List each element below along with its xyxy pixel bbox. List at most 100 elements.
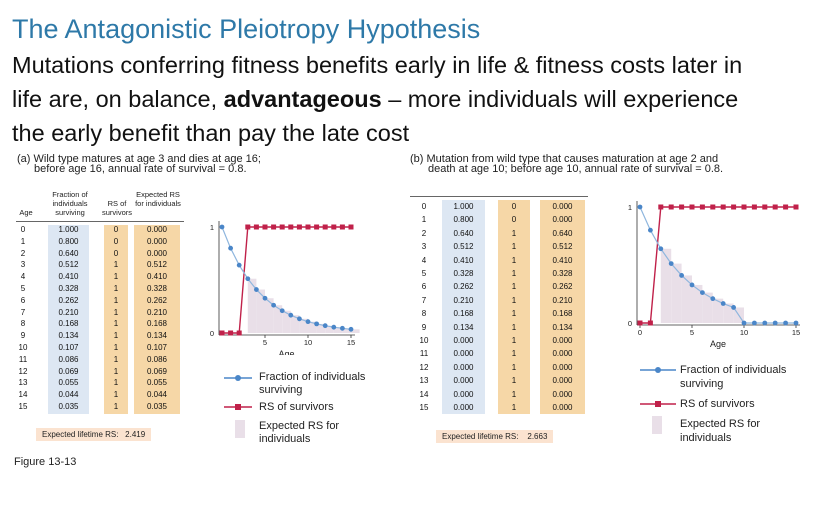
rs-point [762,204,768,210]
rs-cell: 1 [511,309,517,319]
age-cell: 13 [419,376,429,386]
expected-lifetime-rs-value: 2.419 [125,430,146,439]
expected-cell: 0.328 [552,269,573,278]
survival-point [700,290,705,296]
expected-cell: 0.000 [552,376,573,386]
panel-b-caption-2: death at age 10; before age 10, annual r… [428,163,724,175]
age-cell: 1 [20,236,26,246]
survival-point [305,319,311,325]
expected-cell: 0.035 [146,402,168,411]
survival-cell: 0.134 [58,331,79,341]
expected-rs-bar [316,323,326,333]
expected-legend-swatch [235,420,245,438]
subtitle-line-2: life are, on balance, advantageous – mor… [12,86,738,113]
expected-cell: 0.000 [552,403,573,412]
age-column-header: Age [19,208,33,217]
age-cell: 5 [20,284,26,293]
rs-point [322,224,328,230]
rs-point [228,330,234,336]
legend-survival-line-2: surviving [259,384,303,396]
expected-rs-bar [282,310,291,333]
legend-survival-line-1: Fraction of individuals [259,371,366,383]
rs-column-bg [104,225,128,414]
rs-cell: 1 [113,366,119,376]
rs-point [262,224,268,230]
rs-cell: 1 [511,269,517,278]
survival-point [314,321,319,327]
rs-point [253,224,259,230]
subtitle-line-1: Mutations conferring fitness benefits ea… [12,52,743,78]
rs-cell: 1 [113,295,119,305]
survival-point [752,320,757,326]
legend-expected-line-1: Expected RS for [680,418,761,430]
expected-cell: 0.044 [146,390,168,400]
age-cell: 6 [421,282,427,292]
expected-cell: 0.000 [552,336,573,345]
panel-a-rows: 0 1.000 0 0.000 1 0.800 0 0.000 2 0.640 0 0.000 3 0.5… [16,224,186,414]
survival-cell: 0.000 [453,336,474,345]
survival-cell: 0.000 [453,376,474,386]
expected-rs-bar [692,284,703,323]
expected-rs-bar [256,289,265,333]
expected-cell: 0.262 [552,282,573,292]
expected-rs-bar [247,278,257,333]
survival-point [679,273,684,278]
survival-cell: 0.262 [453,282,474,292]
expected-cell: 0.000 [552,215,573,225]
survival-point [262,295,268,301]
x-axis-label: Age [710,339,726,349]
survival-point [741,320,747,326]
expected-cell: 0.000 [552,362,573,372]
survival-cell: 0.640 [453,228,474,238]
age-cell: 8 [20,319,26,329]
expected-cell: 0.000 [552,349,573,359]
rs-cell: 1 [113,284,119,293]
survival-point [731,305,736,310]
survival-point [637,204,643,210]
age-cell: 2 [421,228,427,238]
rs-cell: 1 [113,343,119,352]
rs-cell: 1 [113,331,119,341]
y-tick-label: 0 [210,329,214,338]
figure-label: Figure 13-13 [14,456,77,468]
legend-survival-line-1: Fraction of individuals [680,364,787,376]
expected-rs-bar [681,275,692,323]
survival-point [348,326,354,332]
rs-series-line [222,226,351,334]
age-cell: 2 [20,248,26,258]
rs-point [658,204,664,210]
rs-column-header: RS of survivors [102,199,133,217]
x-tick-label: 5 [690,328,694,337]
rs-point [288,224,294,230]
survival-cell: 0.328 [453,269,474,278]
expected-rs-bar [702,292,713,323]
rs-point [236,330,242,336]
age-cell: 4 [20,272,26,282]
survival-point [689,282,695,288]
age-cell: 15 [18,402,28,411]
rs-cell: 0 [511,202,517,211]
legend-expected-line-2: individuals [680,432,732,444]
x-tick-label: 15 [792,328,800,337]
rs-cell: 1 [511,376,517,386]
age-cell: 1 [421,215,427,225]
rs-cell: 1 [511,336,517,345]
rs-cell: 1 [511,389,517,399]
expected-cell: 0.640 [552,228,573,238]
table-header-rule [16,221,184,222]
expected-rs-bar [273,305,283,333]
panel-a-table: Fraction of individuals surviving RS of … [16,190,186,418]
age-cell: 11 [419,349,429,359]
age-cell: 8 [421,309,427,319]
rs-point [314,224,320,230]
survival-point [658,246,664,252]
survival-cell: 0.410 [58,272,79,282]
survival-cell: 0.069 [58,366,79,376]
expected-rs-bar [712,298,724,323]
survival-point [783,320,788,326]
subtitle-line-3: the early benefit than pay the late cost [12,120,410,146]
x-tick-label: 15 [347,338,355,347]
survival-cell: 1.000 [453,202,474,211]
expected-rs-bar [299,318,308,333]
legend-expected-line-1: Expected RS for [259,420,340,432]
